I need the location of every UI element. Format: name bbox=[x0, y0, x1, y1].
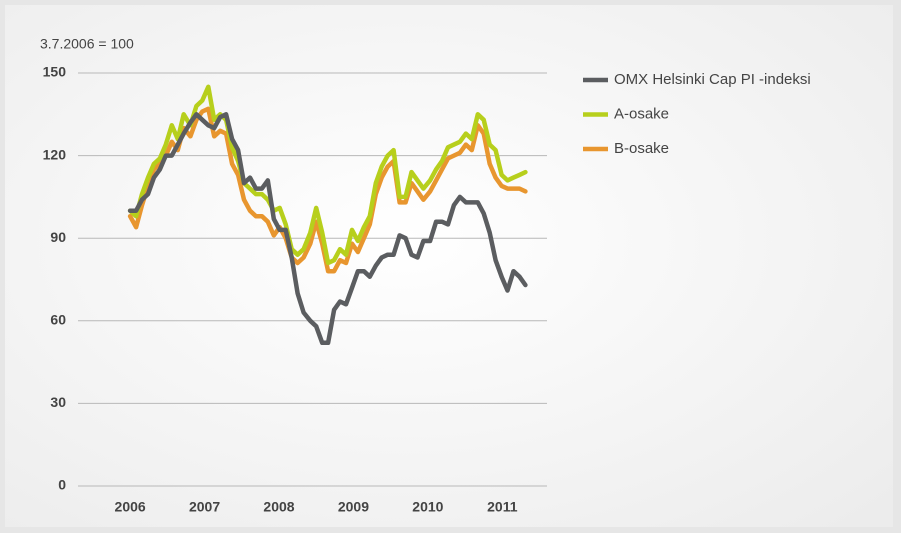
y-tick-label: 60 bbox=[50, 312, 66, 328]
series-line bbox=[127, 112, 528, 346]
y-tick-label: 90 bbox=[50, 229, 66, 245]
x-tick-label: 2010 bbox=[412, 499, 443, 515]
x-tick-label: 2006 bbox=[115, 499, 146, 515]
legend-label: A-osake bbox=[614, 105, 669, 122]
legend-label: B-osake bbox=[614, 140, 669, 157]
y-tick-label: 0 bbox=[58, 477, 66, 493]
legend-label: OMX Helsinki Cap PI -indeksi bbox=[614, 71, 811, 88]
y-tick-label: 150 bbox=[43, 64, 67, 80]
series-line bbox=[127, 84, 528, 266]
annotation: 3.7.2006 = 100 bbox=[40, 36, 134, 52]
x-tick-label: 2009 bbox=[338, 499, 369, 515]
y-tick-label: 120 bbox=[43, 146, 67, 162]
chart-background bbox=[5, 5, 893, 527]
y-tick-label: 30 bbox=[50, 394, 66, 410]
x-tick-label: 2007 bbox=[189, 499, 220, 515]
x-tick-label: 2008 bbox=[263, 499, 294, 515]
x-tick-label: 2011 bbox=[487, 499, 518, 515]
series-line bbox=[127, 106, 528, 274]
